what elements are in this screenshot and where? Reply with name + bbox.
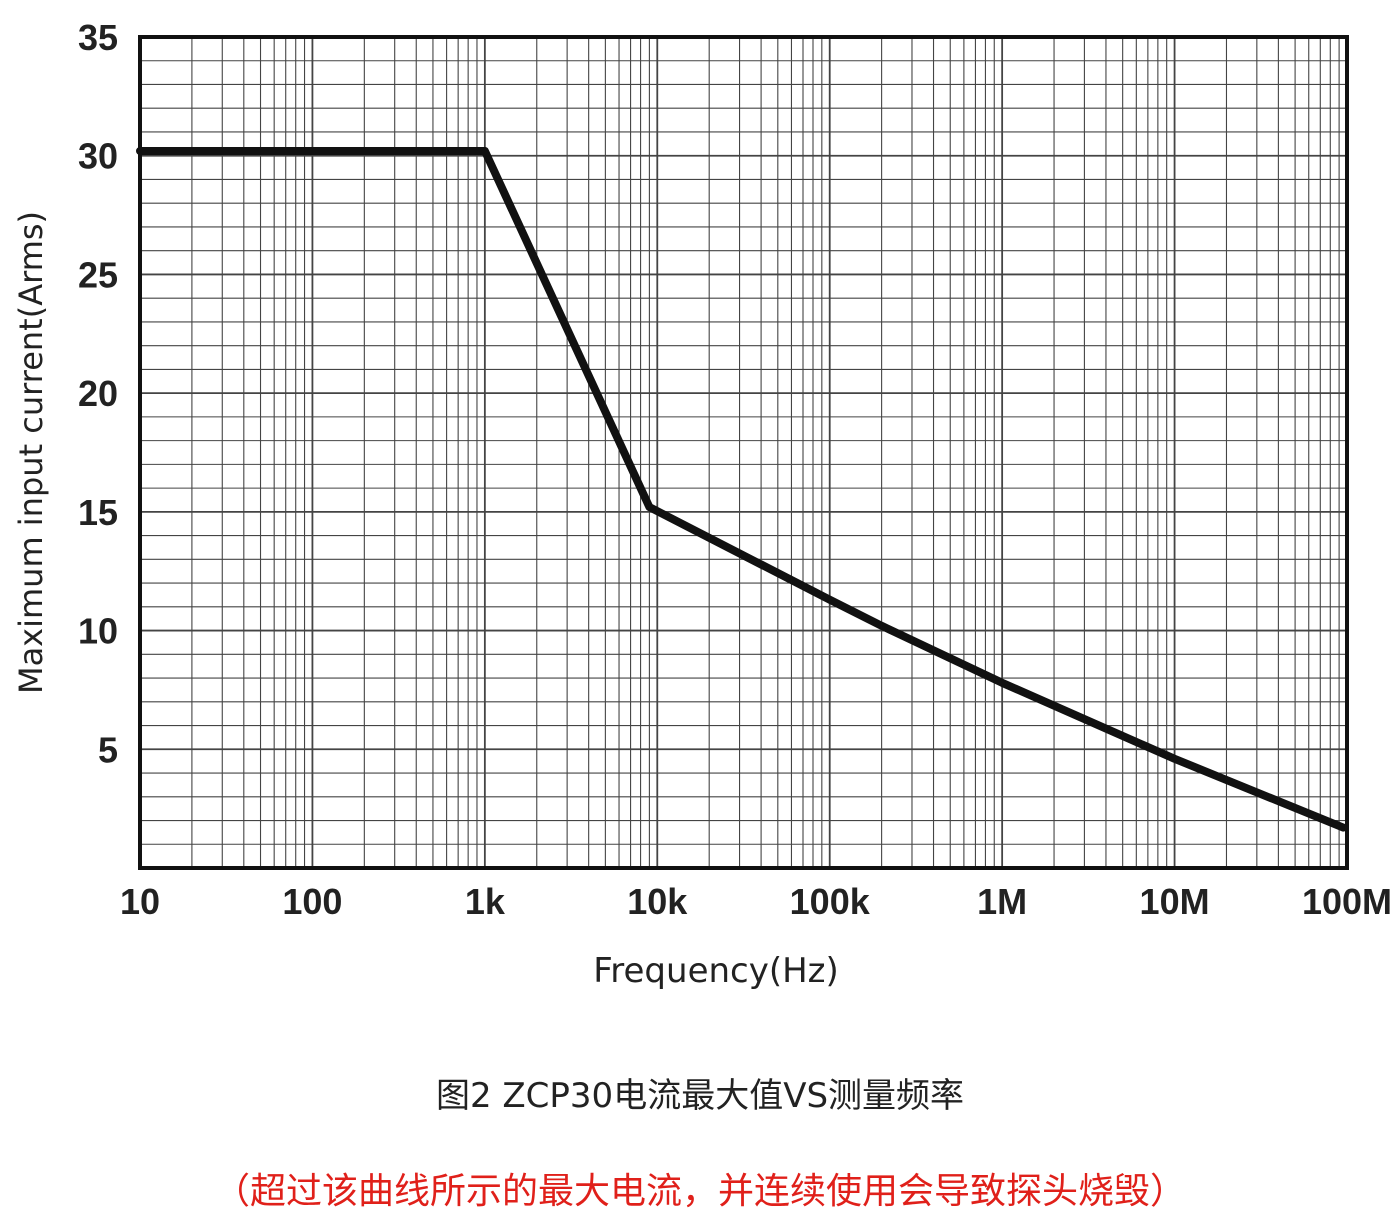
x-tick-label: 100 bbox=[282, 881, 342, 922]
y-tick-label: 10 bbox=[78, 611, 118, 652]
y-tick-label: 20 bbox=[78, 373, 118, 414]
y-tick-labels: 5 10 15 20 25 30 35 bbox=[78, 17, 118, 770]
y-tick-label: 30 bbox=[78, 136, 118, 177]
y-axis-label: Maximum input current(Arms) bbox=[12, 211, 50, 694]
y-tick-label: 35 bbox=[78, 17, 118, 58]
plot-frame bbox=[138, 35, 1349, 870]
warning-note: （超过该曲线所示的最大电流，并连续使用会导致探头烧毁） bbox=[213, 1171, 1186, 1212]
current-vs-frequency-chart: 10 100 1k 10k 100k 1M 10M 100M 5 10 15 20 25 30 35 Fr… bbox=[12, 17, 1392, 991]
x-tick-label: 100M bbox=[1302, 881, 1392, 922]
series-line bbox=[136, 147, 1348, 832]
y-tick-label: 5 bbox=[98, 729, 118, 770]
figure-caption: 图2 ZCP30电流最大值VS测量频率 bbox=[435, 1076, 965, 1116]
x-tick-label: 1k bbox=[465, 881, 506, 922]
x-tick-label: 10M bbox=[1140, 881, 1210, 922]
y-tick-label: 25 bbox=[78, 254, 118, 295]
x-tick-labels: 10 100 1k 10k 100k 1M 10M 100M bbox=[120, 881, 1392, 922]
x-tick-label: 100k bbox=[790, 881, 871, 922]
x-tick-label: 10 bbox=[120, 881, 160, 922]
series bbox=[136, 147, 1348, 832]
grid bbox=[139, 37, 1347, 868]
x-axis-label: Frequency(Hz) bbox=[593, 951, 839, 991]
x-tick-label: 10k bbox=[627, 881, 688, 922]
x-tick-label: 1M bbox=[977, 881, 1027, 922]
y-tick-label: 15 bbox=[78, 492, 118, 533]
